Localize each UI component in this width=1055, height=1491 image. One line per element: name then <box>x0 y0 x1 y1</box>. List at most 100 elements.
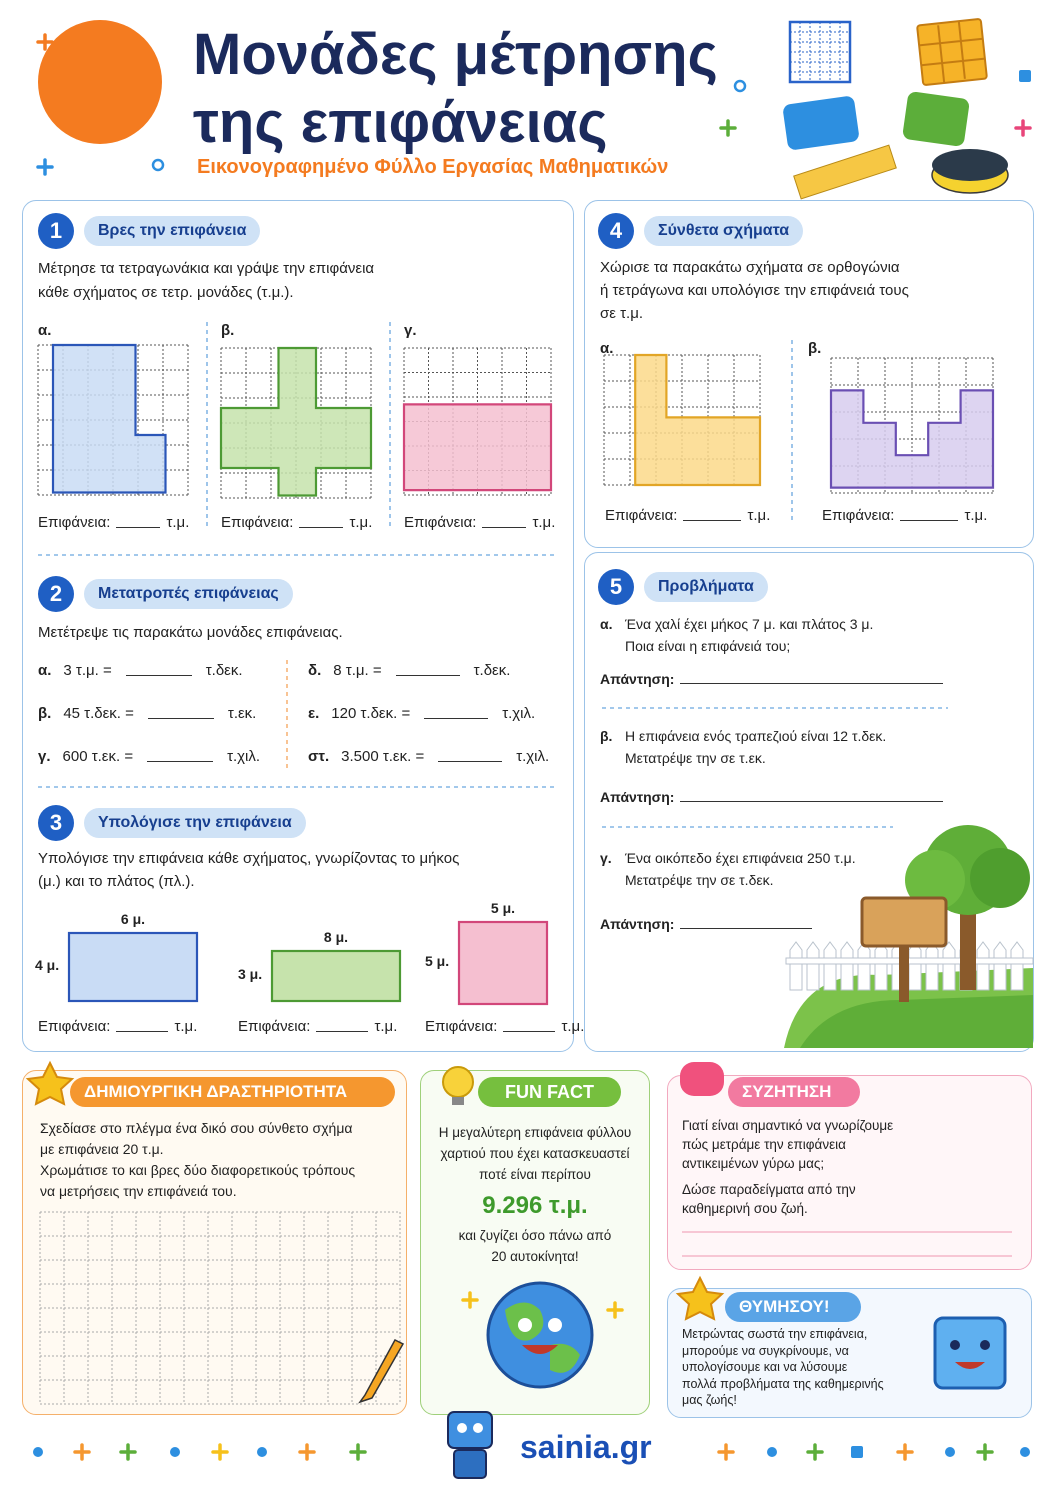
answer-blank <box>316 1030 369 1032</box>
decoration <box>211 1443 229 1461</box>
expression: 8 τ.μ. = <box>333 662 382 679</box>
panel <box>22 1070 407 1415</box>
section-title: Μετατροπές επιφάνειας <box>84 579 293 609</box>
answer-label: Απάντηση: <box>600 789 675 805</box>
decoration <box>119 1443 137 1461</box>
expression: 45 τ.δεκ. = <box>63 705 134 722</box>
unit: τ.μ. <box>561 1018 585 1035</box>
answer-label: Επιφάνεια: <box>605 507 678 524</box>
answer-row: Επιφάνεια: τ.μ. <box>822 507 987 524</box>
decoration <box>806 1443 824 1461</box>
discussion-text: Δώσε παραδείγματα από την <box>682 1182 856 1197</box>
unit: τ.μ. <box>374 1018 398 1035</box>
section-number: 4 <box>598 213 634 249</box>
decoration <box>33 1447 43 1457</box>
panel <box>584 200 1034 548</box>
box-title: ΣΥΖΗΤΗΣΗ <box>728 1077 860 1107</box>
decoration <box>945 1447 955 1457</box>
unit: τ.μ. <box>166 514 190 531</box>
robot <box>453 1449 487 1479</box>
answer-label: Επιφάνεια: <box>238 1018 311 1035</box>
answer-blank <box>900 519 959 521</box>
icon <box>788 20 852 84</box>
answer-row: Επιφάνεια: τ.μ. <box>605 507 770 524</box>
problem-text: Μετατρέψε την σε τ.δεκ. <box>625 872 774 888</box>
item-label: γ. <box>38 748 51 765</box>
conversion-row: στ. 3.500 τ.εκ. = τ.χιλ. <box>308 748 549 765</box>
unit: τ.χιλ. <box>502 705 536 722</box>
answer-row: Απάντηση: <box>600 671 944 687</box>
remember-text: μπορούμε να συγκρίνουμε, να <box>682 1343 849 1358</box>
fact-text: χαρτιού που έχει κατασκευαστεί <box>440 1146 630 1161</box>
icon <box>932 149 1008 181</box>
icon <box>919 21 985 84</box>
unit: τ.χιλ. <box>227 748 261 765</box>
answer-blank <box>482 526 527 528</box>
remember-text: υπολογίσουμε και να λύσουμε <box>682 1360 848 1374</box>
sign-label: 250 τ.μ. <box>873 912 935 931</box>
answer-row: Επιφάνεια: τ.μ. <box>404 514 555 531</box>
icon <box>916 18 988 86</box>
problem-text: Η επιφάνεια ενός τραπεζιού είναι 12 τ.δε… <box>625 728 887 744</box>
section-title: Σύνθετα σχήματα <box>644 216 804 246</box>
discussion-text: αντικειμένων γύρω μας; <box>682 1156 825 1171</box>
answer-label: Επιφάνεια: <box>38 514 111 531</box>
decoration <box>976 1443 994 1461</box>
answer-label: Απάντηση: <box>600 671 675 687</box>
decoration <box>733 79 747 93</box>
unit: τ.μ. <box>174 1018 198 1035</box>
instruction: κάθε σχήματος σε τετρ. μονάδες (τ.μ.). <box>38 284 294 301</box>
panel <box>667 1075 1032 1270</box>
decoration <box>73 1443 91 1461</box>
box-title: ΔΗΜΙΟΥΡΓΙΚΗ ΔΡΑΣΤΗΡΙΟΤΗΤΑ <box>70 1077 395 1107</box>
shape-label: β. <box>221 322 235 339</box>
conversion-row: γ. 600 τ.εκ. = τ.χιλ. <box>38 748 260 765</box>
item-label: α. <box>38 662 52 679</box>
robot-eye <box>457 1423 467 1433</box>
icon-label: m² <box>913 100 949 136</box>
section-title: Υπολόγισε την επιφάνεια <box>84 808 306 838</box>
decoration <box>1014 119 1032 137</box>
shape-label: α. <box>38 322 52 339</box>
icon <box>931 156 1009 194</box>
decoration <box>767 1447 777 1457</box>
answer-blank <box>680 927 813 929</box>
conversion-row: δ. 8 τ.μ. = τ.δεκ. <box>308 662 510 679</box>
answer-blank <box>438 760 503 762</box>
discussion-text: Γιατί είναι σημαντικό να γνωρίζουμε <box>682 1118 894 1133</box>
section-number: 3 <box>38 805 74 841</box>
remember-text: μας ζωής! <box>682 1393 737 1407</box>
item-label: β. <box>38 705 52 722</box>
expression: 3.500 τ.εκ. = <box>341 748 425 765</box>
answer-blank <box>395 674 460 676</box>
panel <box>22 200 574 1052</box>
problem-text: Ποια είναι η επιφάνειά του; <box>625 638 791 654</box>
section-title: Βρες την επιφάνεια <box>84 216 261 246</box>
decoration <box>349 1443 367 1461</box>
width-label: 3 μ. <box>238 966 263 982</box>
answer-blank <box>299 526 344 528</box>
answer-blank <box>116 1030 169 1032</box>
section-title: Προβλήματα <box>644 572 768 602</box>
decoration <box>1020 1447 1030 1457</box>
width-label: 4 μ. <box>35 957 60 973</box>
discussion-text: καθημερινή σου ζωή. <box>682 1201 808 1216</box>
brand: sainia.gr <box>520 1429 652 1465</box>
decoration <box>36 33 54 51</box>
subtitle: Εικονογραφημένο Φύλλο Εργασίας Μαθηματικ… <box>197 156 669 178</box>
answer-label: Επιφάνεια: <box>425 1018 498 1035</box>
decoration <box>170 1447 180 1457</box>
item-label: στ. <box>308 748 330 765</box>
grid <box>789 21 851 83</box>
expression: 600 τ.εκ. = <box>62 748 134 765</box>
answer-blank <box>680 800 944 802</box>
activity-text: Σχεδίασε στο πλέγμα ένα δικό σου σύνθετο… <box>40 1120 353 1136</box>
expression: 120 τ.δεκ. = <box>331 705 411 722</box>
fact-text: και ζυγίζει όσο πάνω από <box>458 1228 612 1243</box>
length-label: 6 μ. <box>120 911 146 927</box>
answer-row: Επιφάνεια: τ.μ. <box>238 1018 397 1035</box>
unit: τ.δεκ. <box>473 662 511 679</box>
icon-label: cm² <box>790 104 841 142</box>
box-title: ΘΥΜΗΣΟΥ! <box>725 1292 861 1322</box>
expression: 3 τ.μ. = <box>63 662 112 679</box>
